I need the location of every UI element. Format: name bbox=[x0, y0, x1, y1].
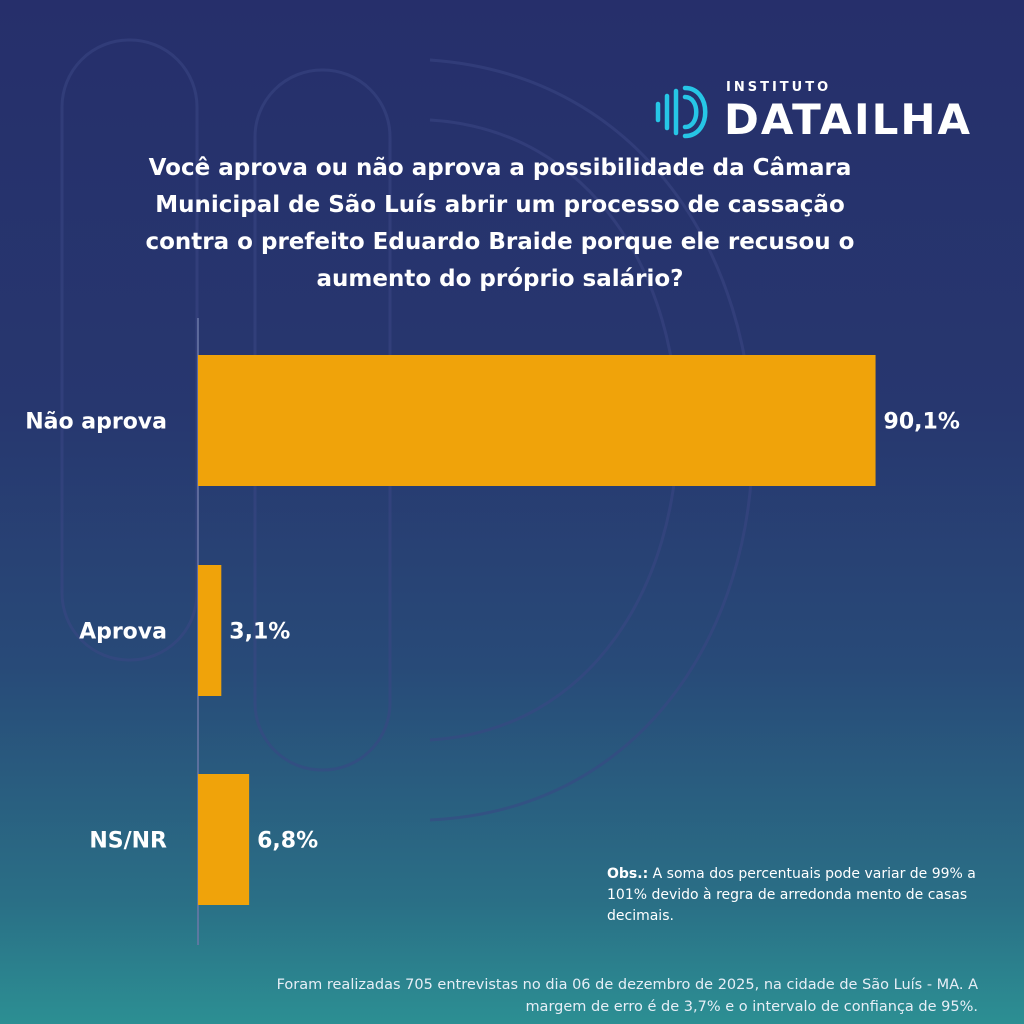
observation-text: A soma dos percentuais pode variar de 99… bbox=[607, 866, 976, 924]
value-label-ns-nr: 6,8% bbox=[257, 829, 318, 854]
bar-ns-nr bbox=[198, 774, 250, 905]
bar-nao-aprova bbox=[198, 355, 876, 486]
category-label-aprova: Aprova bbox=[79, 620, 167, 645]
value-label-nao-aprova: 90,1% bbox=[884, 410, 960, 435]
category-label-ns-nr: NS/NR bbox=[89, 829, 167, 854]
brand-logo: INSTITUTO DATAILHA bbox=[652, 78, 982, 150]
brand-small-text: INSTITUTO bbox=[726, 80, 832, 95]
methodology-footer: Foram realizadas 705 entrevistas no dia … bbox=[276, 977, 978, 1015]
survey-question: Você aprova ou não aprova a possibilidad… bbox=[145, 155, 855, 292]
category-label-nao-aprova: Não aprova bbox=[25, 410, 167, 435]
datailha-logo-icon bbox=[655, 85, 708, 139]
observation-label: Obs.: bbox=[607, 866, 649, 882]
observation-note: Obs.: A soma dos percentuais pode variar… bbox=[607, 864, 987, 927]
value-label-aprova: 3,1% bbox=[229, 620, 290, 645]
brand-name: DATAILHA bbox=[724, 95, 973, 144]
bar-aprova bbox=[198, 565, 222, 696]
